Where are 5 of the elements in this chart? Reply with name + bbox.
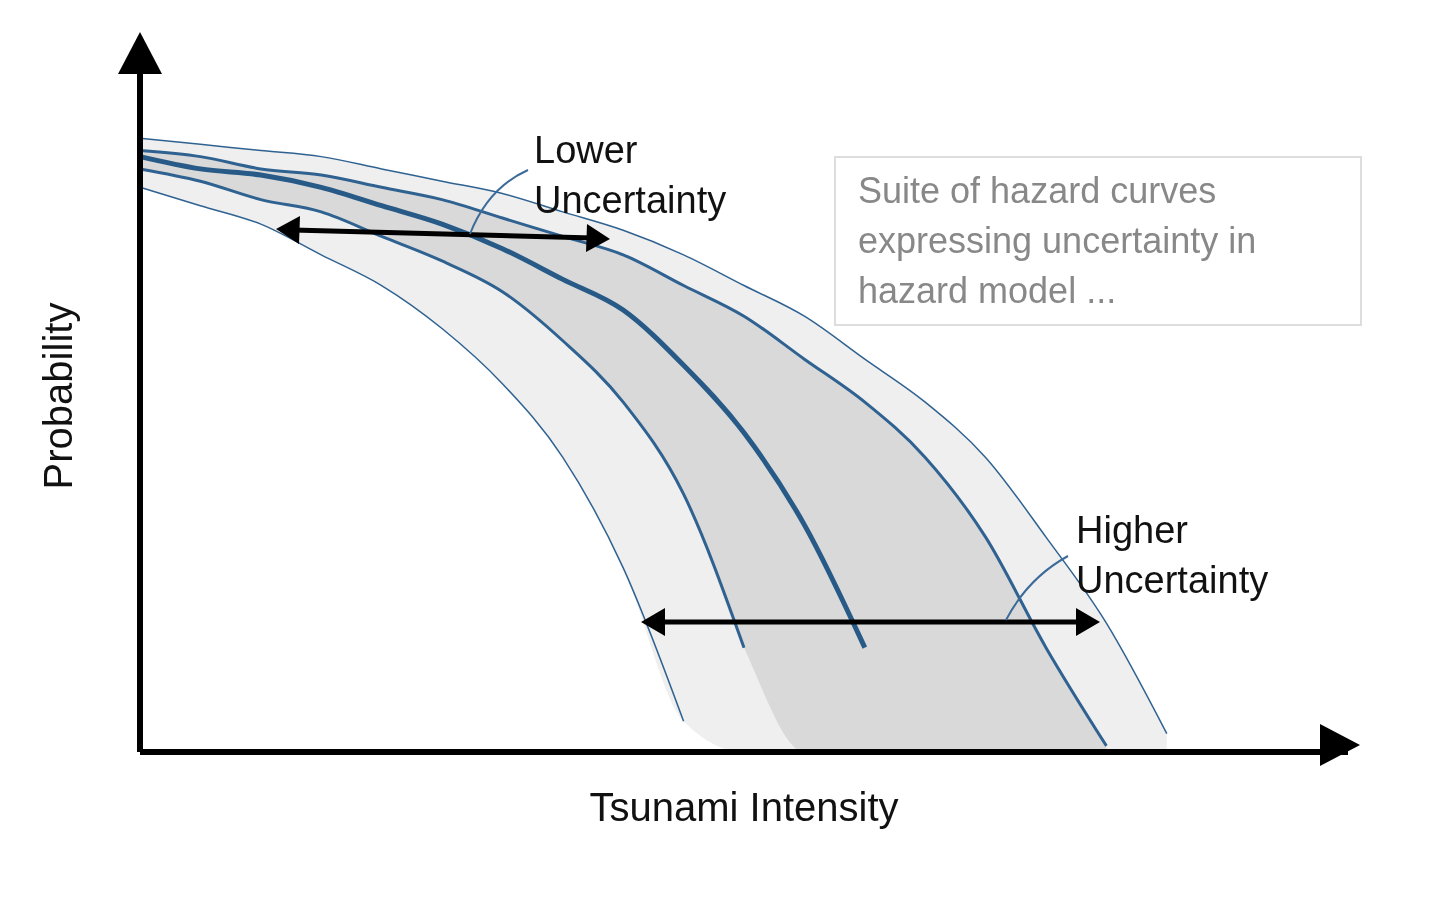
x-axis-title: Tsunami Intensity [589, 785, 899, 830]
annotation: Higher Uncertainty [1076, 508, 1270, 603]
y-axis-title: Probability [36, 302, 81, 490]
annotation: Lower Uncertainty [534, 128, 728, 223]
annotation: Suite of hazard curves expressing uncertainty in hazard model ... [834, 156, 1362, 326]
